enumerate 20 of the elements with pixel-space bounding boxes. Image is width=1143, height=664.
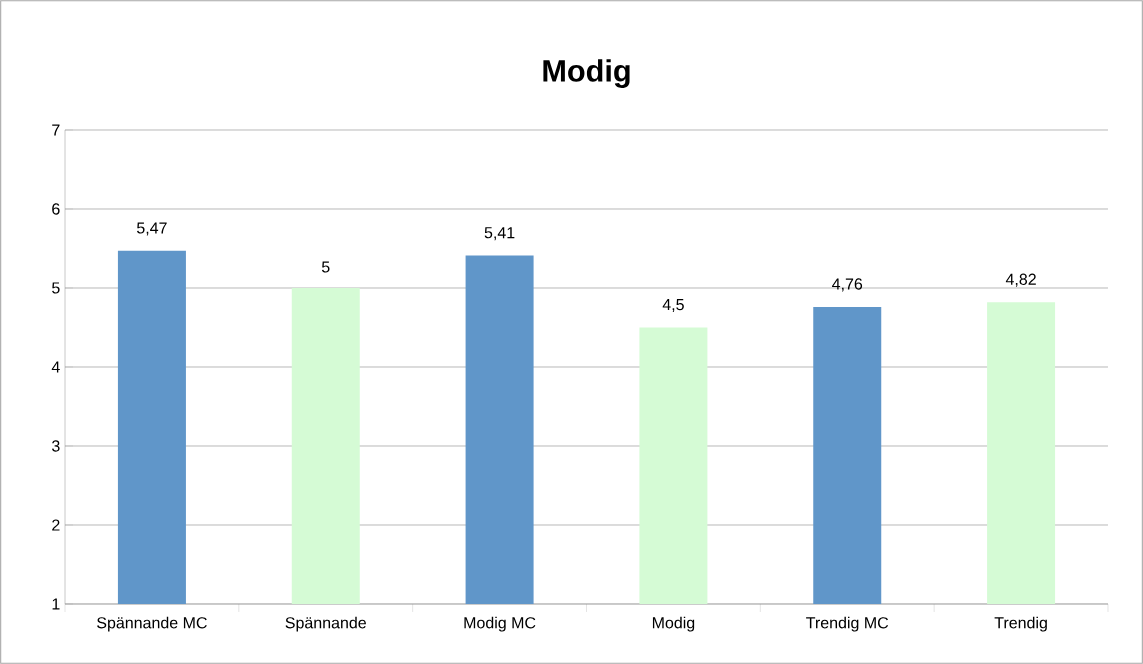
- chart-title: Modig: [543, 59, 630, 88]
- y-tick-label: 2: [52, 519, 60, 531]
- y-tick-label: 7: [52, 124, 60, 136]
- x-tick-label: Modig MC: [464, 616, 536, 632]
- data-label: 4,82: [1005, 273, 1036, 287]
- data-label: 5,41: [484, 227, 515, 241]
- x-tick-label: Spännande MC: [97, 616, 207, 632]
- data-label: 5: [321, 261, 330, 273]
- data-label: 5,47: [137, 222, 167, 236]
- x-tick-label: Modig: [652, 616, 695, 632]
- y-tick-label: 1: [52, 598, 60, 610]
- x-tick-label: Trendig: [994, 616, 1047, 632]
- data-label: 4,76: [832, 278, 863, 292]
- y-tick-label: 5: [52, 282, 60, 294]
- y-tick-label: 6: [52, 203, 60, 215]
- data-label: 4,5: [662, 299, 684, 313]
- x-tick-label: Spännande: [285, 616, 366, 632]
- y-tick-label: 4: [51, 361, 60, 373]
- y-tick-label: 3: [52, 440, 60, 452]
- x-tick-label: Trendig MC: [806, 616, 889, 632]
